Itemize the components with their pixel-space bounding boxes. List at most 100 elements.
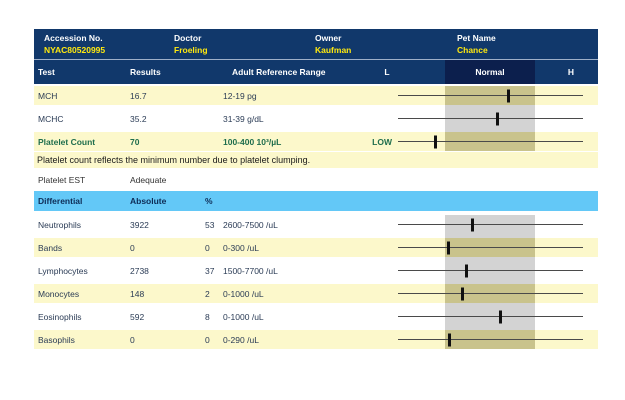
reference-range: 0-300 /uL — [223, 242, 259, 253]
test-name: MCHC — [38, 113, 64, 124]
table-row-platelet-count: Platelet Count 70 100-400 10³/µL LOW — [34, 132, 598, 151]
table-row-platelet-est: Platelet EST Adequate — [34, 172, 598, 188]
differential-section: Neutrophils 3922 53 2600-7500 /uL Bands … — [34, 215, 598, 349]
test-name: Platelet EST — [38, 175, 86, 185]
table-row-monocytes: Monocytes 148 2 0-1000 /uL — [34, 284, 598, 303]
reference-range: 0-290 /uL — [223, 334, 259, 345]
value-tick — [460, 287, 464, 300]
platelet-note: Platelet count reflects the minimum numb… — [34, 152, 598, 168]
owner-value: Kaufman — [315, 45, 352, 55]
test-name: Monocytes — [38, 288, 80, 299]
value-tick — [447, 333, 451, 346]
accession-label: Accession No. — [44, 33, 103, 43]
result-value: 16.7 — [130, 90, 147, 101]
doctor-field: Doctor Froeling — [174, 32, 208, 56]
percent-value: 0 — [205, 334, 210, 345]
differential-header-row: Differential Absolute % — [34, 191, 598, 211]
reference-range: 2600-7500 /uL — [223, 219, 278, 230]
percent-value: 2 — [205, 288, 210, 299]
col-results: Results — [130, 67, 161, 77]
value-tick — [470, 218, 474, 231]
range-indicator — [398, 238, 583, 257]
owner-field: Owner Kaufman — [315, 32, 351, 56]
col-normal: Normal — [475, 67, 505, 77]
reference-range: 1500-7700 /uL — [223, 265, 278, 276]
column-header-row: Test Results Adult Reference Range L Nor… — [34, 60, 598, 84]
test-name: Platelet Count — [38, 136, 96, 147]
range-indicator — [398, 261, 583, 280]
table-row-neutrophils: Neutrophils 3922 53 2600-7500 /uL — [34, 215, 598, 234]
result-value: 70 — [130, 136, 140, 147]
col-percent: % — [205, 196, 213, 206]
range-line — [398, 223, 583, 226]
value-tick — [464, 264, 468, 277]
absolute-value: 0 — [130, 242, 135, 253]
pet-name-label: Pet Name — [457, 33, 496, 43]
table-row-mchc: MCHC 35.2 31-39 g/dL — [34, 109, 598, 128]
percent-value: 53 — [205, 219, 215, 230]
test-name: Lymphocytes — [38, 265, 88, 276]
range-indicator — [398, 215, 583, 234]
value-tick — [433, 135, 437, 148]
table-row-basophils: Basophils 0 0 0-290 /uL — [34, 330, 598, 349]
low-flag: LOW — [372, 136, 392, 147]
test-name: Basophils — [38, 334, 75, 345]
range-line — [398, 269, 583, 272]
patient-header: Accession No. NYAC80520995 Doctor Froeli… — [34, 29, 598, 60]
value-tick — [506, 89, 510, 102]
pet-name-field: Pet Name Chance — [457, 32, 496, 56]
col-absolute: Absolute — [130, 196, 167, 206]
range-indicator — [398, 284, 583, 303]
lab-report-table: Accession No. NYAC80520995 Doctor Froeli… — [34, 29, 598, 349]
percent-value: 37 — [205, 265, 215, 276]
differential-title: Differential — [38, 196, 83, 206]
col-low: L — [384, 67, 390, 77]
table-row-lymphocytes: Lymphocytes 2738 37 1500-7700 /uL — [34, 261, 598, 280]
range-line — [398, 246, 583, 249]
reference-range: 0-1000 /uL — [223, 288, 264, 299]
test-name: Eosinophils — [38, 311, 82, 322]
range-line — [398, 292, 583, 295]
owner-label: Owner — [315, 33, 342, 43]
col-normal-cell: Normal — [445, 60, 535, 84]
result-value: 35.2 — [130, 113, 147, 124]
percent-value: 8 — [205, 311, 210, 322]
pet-name-value: Chance — [457, 45, 488, 55]
table-row-eosinophils: Eosinophils 592 8 0-1000 /uL — [34, 307, 598, 326]
table-row-bands: Bands 0 0 0-300 /uL — [34, 238, 598, 257]
range-indicator — [398, 307, 583, 326]
test-name: MCH — [38, 90, 58, 101]
cbc-section: MCH 16.7 12-19 pg MCHC 35.2 31-39 g/dL — [34, 86, 598, 151]
absolute-value: 3922 — [130, 219, 149, 230]
absolute-value: 0 — [130, 334, 135, 345]
absolute-value: 592 — [130, 311, 145, 322]
accession-value: NYAC80520995 — [44, 45, 106, 55]
test-name: Bands — [38, 242, 63, 253]
result-value: Adequate — [130, 175, 167, 185]
reference-range: 31-39 g/dL — [223, 113, 264, 124]
value-tick — [498, 310, 502, 323]
reference-range: 100-400 10³/µL — [223, 136, 282, 147]
reference-range: 0-1000 /uL — [223, 311, 264, 322]
col-reference-range: Adult Reference Range — [232, 67, 326, 77]
range-line — [398, 117, 583, 120]
range-indicator — [398, 330, 583, 349]
table-row-mch: MCH 16.7 12-19 pg — [34, 86, 598, 105]
range-line — [398, 315, 583, 318]
doctor-label: Doctor — [174, 33, 202, 43]
value-tick — [495, 112, 499, 125]
test-name: Neutrophils — [38, 219, 81, 230]
accession-field: Accession No. NYAC80520995 — [44, 32, 105, 56]
range-line — [398, 94, 583, 97]
doctor-value: Froeling — [174, 45, 208, 55]
value-tick — [446, 241, 450, 254]
absolute-value: 148 — [130, 288, 145, 299]
range-line — [398, 140, 583, 143]
range-indicator — [398, 132, 583, 151]
range-indicator — [398, 86, 583, 105]
reference-range: 12-19 pg — [223, 90, 257, 101]
range-indicator — [398, 109, 583, 128]
note-text: Platelet count reflects the minimum numb… — [37, 155, 311, 165]
col-test: Test — [38, 67, 55, 77]
